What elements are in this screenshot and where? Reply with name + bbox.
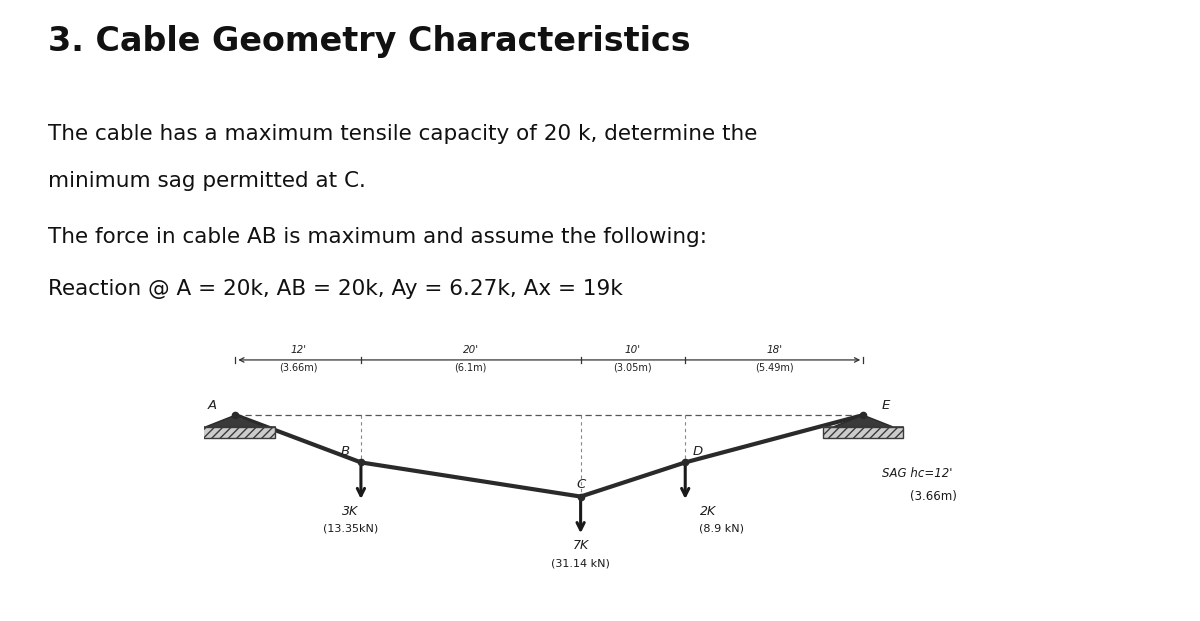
Text: (31.14 kN): (31.14 kN) <box>551 558 610 568</box>
Text: (13.35kN): (13.35kN) <box>323 524 378 534</box>
Text: C: C <box>576 478 586 491</box>
Text: 3. Cable Geometry Characteristics: 3. Cable Geometry Characteristics <box>48 25 691 58</box>
Text: (3.66m): (3.66m) <box>278 362 318 372</box>
Text: The cable has a maximum tensile capacity of 20 k, determine the: The cable has a maximum tensile capacity… <box>48 124 757 144</box>
Text: D: D <box>692 445 703 458</box>
Text: (5.49m): (5.49m) <box>755 362 793 372</box>
Text: 18': 18' <box>766 345 782 355</box>
Text: 20': 20' <box>463 345 479 355</box>
Polygon shape <box>196 427 275 438</box>
Text: 3K: 3K <box>342 505 359 518</box>
Text: (3.66m): (3.66m) <box>910 490 958 503</box>
Text: The force in cable AB is maximum and assume the following:: The force in cable AB is maximum and ass… <box>48 227 707 247</box>
Text: B: B <box>341 445 349 458</box>
Text: 12': 12' <box>290 345 306 355</box>
Text: Reaction @ A = 20k, AB = 20k, Ay = 6.27k, Ax = 19k: Reaction @ A = 20k, AB = 20k, Ay = 6.27k… <box>48 279 623 299</box>
Polygon shape <box>206 415 265 427</box>
Text: 10': 10' <box>625 345 641 355</box>
Text: A: A <box>208 399 217 412</box>
Text: (6.1m): (6.1m) <box>455 362 487 372</box>
Text: 7K: 7K <box>572 539 589 552</box>
Polygon shape <box>823 427 902 438</box>
Text: E: E <box>882 399 890 412</box>
Text: (3.05m): (3.05m) <box>613 362 653 372</box>
Text: (8.9 kN): (8.9 kN) <box>700 524 744 534</box>
Text: SAG hc=12': SAG hc=12' <box>882 466 953 479</box>
Text: 2K: 2K <box>700 505 716 518</box>
Text: minimum sag permitted at C.: minimum sag permitted at C. <box>48 171 366 191</box>
Polygon shape <box>834 415 893 427</box>
